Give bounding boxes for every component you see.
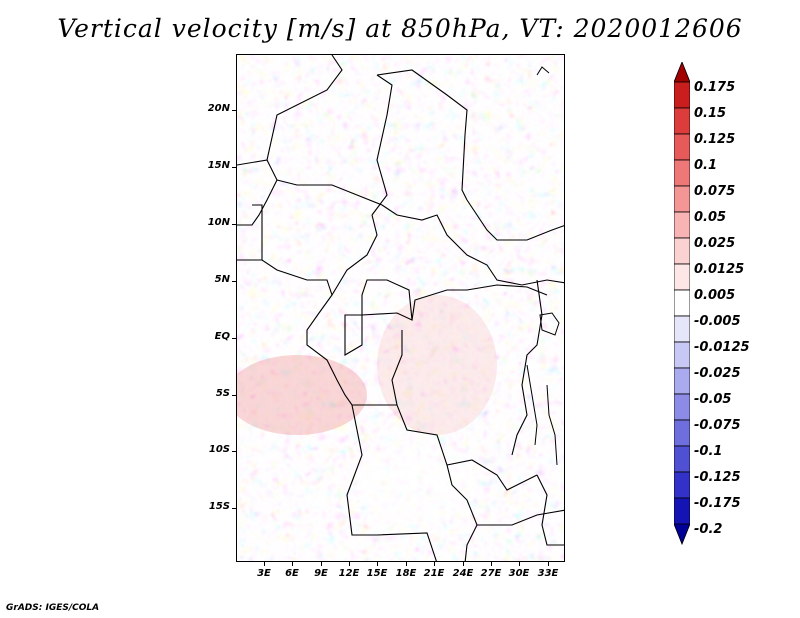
colorbar-segment [674,211,690,239]
colorbar-segment [674,445,690,473]
colorbar-segment [674,523,690,546]
lat-tick [232,281,236,282]
lon-tick [406,562,407,566]
lat-label-5s: 5S [215,388,230,399]
lon-tick [463,562,464,566]
lat-label-15s: 15S [208,501,230,512]
lon-label-15e: 15E [366,568,388,579]
colorbar-label: -0.005 [694,314,741,329]
lakes [526,66,560,466]
colorbar-segment [674,159,690,187]
lon-label-9e: 9E [314,568,328,579]
colorbar-label: -0.075 [694,418,741,433]
colorbar-segment [674,367,690,395]
colorbar-label: -0.05 [694,392,732,407]
colorbar [674,62,690,546]
colorbar-segment [674,419,690,447]
colorbar-segment [674,289,690,317]
colorbar-label: 0.05 [694,210,727,225]
lon-tick [434,562,435,566]
lon-label-30e: 30E [508,568,530,579]
colorbar-label: -0.125 [694,470,741,485]
lat-label-eq: EQ [214,331,230,342]
colorbar-segment [674,62,690,83]
grads-credit: GrADS: IGES/COLA [6,603,100,613]
velocity-field [237,55,564,561]
lon-tick [491,562,492,566]
colorbar-segment [674,107,690,135]
colorbar-label: -0.0125 [694,340,750,355]
colorbar-label: -0.025 [694,366,741,381]
lon-label-6e: 6E [285,568,299,579]
lat-label-20n: 20N [207,103,230,114]
colorbar-label: -0.175 [694,496,741,511]
map-plot-area [236,54,565,562]
lon-label-3e: 3E [257,568,271,579]
lon-tick [349,562,350,566]
lon-tick [377,562,378,566]
colorbar-label: -0.2 [694,522,723,537]
colorbar-label: 0.025 [694,236,736,251]
lat-tick [232,224,236,225]
lon-label-33e: 33E [537,568,559,579]
lat-tick [232,451,236,452]
lon-label-27e: 27E [480,568,502,579]
colorbar-label: 0.075 [694,184,736,199]
lon-tick [548,562,549,566]
colorbar-segment [674,263,690,291]
colorbar-label: 0.0125 [694,262,745,277]
colorbar-segment [674,81,690,109]
colorbar-label: 0.175 [694,80,736,95]
lon-label-12e: 12E [338,568,360,579]
lon-label-24e: 24E [452,568,474,579]
colorbar-label: 0.1 [694,158,718,173]
lat-label-10s: 10S [208,444,230,455]
colorbar-segment [674,497,690,525]
lon-tick [321,562,322,566]
colorbar-segment [674,471,690,499]
lat-tick [232,110,236,111]
lon-tick [264,562,265,566]
lat-tick [232,395,236,396]
colorbar-label: 0.005 [694,288,736,303]
colorbar-segment [674,133,690,161]
colorbar-label: -0.1 [694,444,723,459]
chart-title: Vertical velocity [m/s] at 850hPa, VT: 2… [57,14,743,43]
lat-tick [232,508,236,509]
colorbar-label: 0.15 [694,106,727,121]
colorbar-segment [674,393,690,421]
colorbar-label: 0.125 [694,132,736,147]
lat-label-15n: 15N [207,160,230,171]
colorbar-segment [674,237,690,265]
lon-tick [519,562,520,566]
lat-label-10n: 10N [207,217,230,228]
lat-label-5n: 5N [214,274,230,285]
lat-tick [232,167,236,168]
lon-label-18e: 18E [395,568,417,579]
lon-label-21e: 21E [423,568,445,579]
lon-tick [292,562,293,566]
lat-tick [232,338,236,339]
colorbar-segment [674,315,690,343]
colorbar-segment [674,185,690,213]
colorbar-segment [674,341,690,369]
